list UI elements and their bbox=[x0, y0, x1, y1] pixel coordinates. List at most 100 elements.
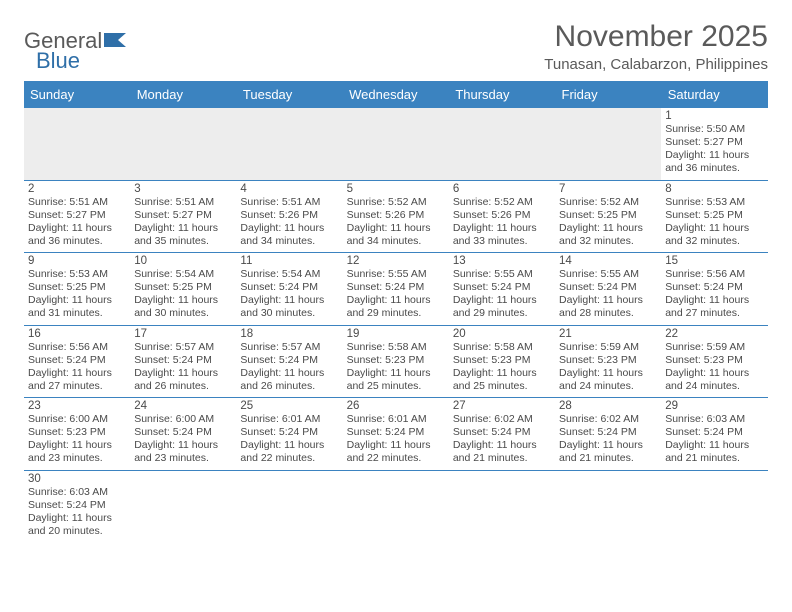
calendar-cell: 2Sunrise: 5:51 AMSunset: 5:27 PMDaylight… bbox=[24, 180, 130, 253]
calendar-cell: 22Sunrise: 5:59 AMSunset: 5:23 PMDayligh… bbox=[661, 325, 767, 398]
calendar-cell: 4Sunrise: 5:51 AMSunset: 5:26 PMDaylight… bbox=[236, 180, 342, 253]
day-number: 23 bbox=[28, 400, 126, 412]
day-number: 1 bbox=[665, 110, 763, 122]
daylight-line: Daylight: 11 hours and 32 minutes. bbox=[665, 222, 763, 248]
calendar-head: SundayMondayTuesdayWednesdayThursdayFrid… bbox=[24, 81, 768, 108]
calendar-cell: 28Sunrise: 6:02 AMSunset: 5:24 PMDayligh… bbox=[555, 398, 661, 471]
title-block: November 2025 Tunasan, Calabarzon, Phili… bbox=[544, 20, 768, 73]
daylight-line: Daylight: 11 hours and 35 minutes. bbox=[134, 222, 232, 248]
calendar-cell: 19Sunrise: 5:58 AMSunset: 5:23 PMDayligh… bbox=[343, 325, 449, 398]
sunset-line: Sunset: 5:24 PM bbox=[28, 499, 126, 512]
sunrise-line: Sunrise: 5:58 AM bbox=[453, 341, 551, 354]
daylight-line: Daylight: 11 hours and 24 minutes. bbox=[559, 367, 657, 393]
calendar-cell: 13Sunrise: 5:55 AMSunset: 5:24 PMDayligh… bbox=[449, 253, 555, 326]
sunrise-line: Sunrise: 5:57 AM bbox=[240, 341, 338, 354]
day-number: 4 bbox=[240, 183, 338, 195]
sunrise-line: Sunrise: 5:53 AM bbox=[665, 196, 763, 209]
calendar-cell bbox=[236, 108, 342, 180]
calendar-cell: 18Sunrise: 5:57 AMSunset: 5:24 PMDayligh… bbox=[236, 325, 342, 398]
page-subtitle: Tunasan, Calabarzon, Philippines bbox=[544, 56, 768, 73]
day-number: 26 bbox=[347, 400, 445, 412]
daylight-line: Daylight: 11 hours and 26 minutes. bbox=[240, 367, 338, 393]
sunrise-line: Sunrise: 5:52 AM bbox=[453, 196, 551, 209]
sunset-line: Sunset: 5:27 PM bbox=[28, 209, 126, 222]
sunrise-line: Sunrise: 5:54 AM bbox=[240, 268, 338, 281]
day-number: 15 bbox=[665, 255, 763, 267]
calendar-cell: 30Sunrise: 6:03 AMSunset: 5:24 PMDayligh… bbox=[24, 470, 130, 542]
sunset-line: Sunset: 5:25 PM bbox=[28, 281, 126, 294]
calendar-cell: 11Sunrise: 5:54 AMSunset: 5:24 PMDayligh… bbox=[236, 253, 342, 326]
day-number: 24 bbox=[134, 400, 232, 412]
sunset-line: Sunset: 5:26 PM bbox=[347, 209, 445, 222]
weekday-header: Thursday bbox=[449, 81, 555, 108]
header: General November 2025 Tunasan, Calabarzo… bbox=[24, 20, 768, 73]
weekday-header: Tuesday bbox=[236, 81, 342, 108]
calendar-cell: 21Sunrise: 5:59 AMSunset: 5:23 PMDayligh… bbox=[555, 325, 661, 398]
daylight-line: Daylight: 11 hours and 21 minutes. bbox=[453, 439, 551, 465]
sunset-line: Sunset: 5:24 PM bbox=[28, 354, 126, 367]
calendar-cell bbox=[24, 108, 130, 180]
daylight-line: Daylight: 11 hours and 22 minutes. bbox=[347, 439, 445, 465]
daylight-line: Daylight: 11 hours and 34 minutes. bbox=[347, 222, 445, 248]
calendar-cell: 27Sunrise: 6:02 AMSunset: 5:24 PMDayligh… bbox=[449, 398, 555, 471]
calendar-cell: 12Sunrise: 5:55 AMSunset: 5:24 PMDayligh… bbox=[343, 253, 449, 326]
calendar-cell bbox=[555, 470, 661, 542]
weekday-header: Monday bbox=[130, 81, 236, 108]
logo-text-blue: Blue bbox=[36, 48, 80, 74]
sunrise-line: Sunrise: 5:50 AM bbox=[665, 123, 763, 136]
sunrise-line: Sunrise: 6:01 AM bbox=[347, 413, 445, 426]
weekday-header: Wednesday bbox=[343, 81, 449, 108]
daylight-line: Daylight: 11 hours and 31 minutes. bbox=[28, 294, 126, 320]
day-number: 29 bbox=[665, 400, 763, 412]
day-number: 30 bbox=[28, 473, 126, 485]
sunset-line: Sunset: 5:24 PM bbox=[240, 281, 338, 294]
sunrise-line: Sunrise: 6:02 AM bbox=[559, 413, 657, 426]
calendar-cell bbox=[661, 470, 767, 542]
sunset-line: Sunset: 5:24 PM bbox=[134, 354, 232, 367]
sunrise-line: Sunrise: 5:57 AM bbox=[134, 341, 232, 354]
sunrise-line: Sunrise: 5:55 AM bbox=[453, 268, 551, 281]
sunset-line: Sunset: 5:25 PM bbox=[665, 209, 763, 222]
day-number: 13 bbox=[453, 255, 551, 267]
daylight-line: Daylight: 11 hours and 33 minutes. bbox=[453, 222, 551, 248]
daylight-line: Daylight: 11 hours and 27 minutes. bbox=[665, 294, 763, 320]
daylight-line: Daylight: 11 hours and 24 minutes. bbox=[665, 367, 763, 393]
daylight-line: Daylight: 11 hours and 32 minutes. bbox=[559, 222, 657, 248]
day-number: 25 bbox=[240, 400, 338, 412]
day-number: 19 bbox=[347, 328, 445, 340]
sunrise-line: Sunrise: 5:51 AM bbox=[240, 196, 338, 209]
calendar-cell: 15Sunrise: 5:56 AMSunset: 5:24 PMDayligh… bbox=[661, 253, 767, 326]
sunset-line: Sunset: 5:26 PM bbox=[240, 209, 338, 222]
calendar-cell: 26Sunrise: 6:01 AMSunset: 5:24 PMDayligh… bbox=[343, 398, 449, 471]
sunrise-line: Sunrise: 5:52 AM bbox=[559, 196, 657, 209]
sunset-line: Sunset: 5:23 PM bbox=[665, 354, 763, 367]
sunrise-line: Sunrise: 6:03 AM bbox=[28, 486, 126, 499]
sunset-line: Sunset: 5:23 PM bbox=[453, 354, 551, 367]
sunset-line: Sunset: 5:25 PM bbox=[559, 209, 657, 222]
sunset-line: Sunset: 5:25 PM bbox=[134, 281, 232, 294]
sunset-line: Sunset: 5:24 PM bbox=[240, 426, 338, 439]
day-number: 21 bbox=[559, 328, 657, 340]
calendar-cell bbox=[130, 470, 236, 542]
sunrise-line: Sunrise: 5:55 AM bbox=[559, 268, 657, 281]
sunset-line: Sunset: 5:24 PM bbox=[240, 354, 338, 367]
calendar-cell bbox=[449, 108, 555, 180]
daylight-line: Daylight: 11 hours and 29 minutes. bbox=[347, 294, 445, 320]
sunset-line: Sunset: 5:24 PM bbox=[347, 281, 445, 294]
daylight-line: Daylight: 11 hours and 34 minutes. bbox=[240, 222, 338, 248]
calendar-cell: 20Sunrise: 5:58 AMSunset: 5:23 PMDayligh… bbox=[449, 325, 555, 398]
calendar-cell: 29Sunrise: 6:03 AMSunset: 5:24 PMDayligh… bbox=[661, 398, 767, 471]
day-number: 17 bbox=[134, 328, 232, 340]
calendar-cell: 1Sunrise: 5:50 AMSunset: 5:27 PMDaylight… bbox=[661, 108, 767, 180]
calendar-cell bbox=[236, 470, 342, 542]
day-number: 16 bbox=[28, 328, 126, 340]
daylight-line: Daylight: 11 hours and 27 minutes. bbox=[28, 367, 126, 393]
day-number: 7 bbox=[559, 183, 657, 195]
calendar-body: 1Sunrise: 5:50 AM Sunset: 5:27 PM Daylight… bbox=[24, 108, 768, 542]
sunset-line: Sunset: 5:24 PM bbox=[453, 426, 551, 439]
day-number: 2 bbox=[28, 183, 126, 195]
sunrise-line: Sunrise: 5:51 AM bbox=[28, 196, 126, 209]
daylight-line: Daylight: 11 hours and 25 minutes. bbox=[347, 367, 445, 393]
sunrise-line: Sunrise: 5:55 AM bbox=[347, 268, 445, 281]
sunset-line: Sunset: 5:24 PM bbox=[559, 281, 657, 294]
